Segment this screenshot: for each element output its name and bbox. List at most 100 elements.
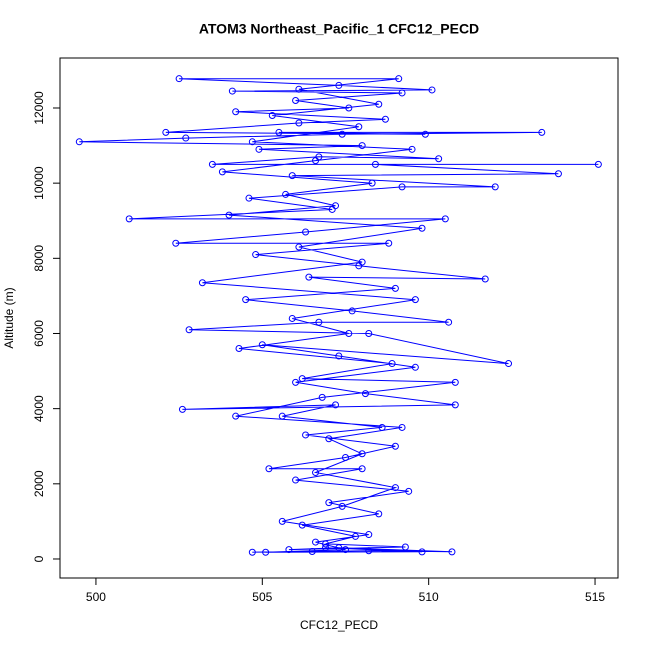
- point: [218, 168, 226, 176]
- point: [375, 100, 383, 108]
- point: [282, 190, 290, 198]
- point: [172, 239, 180, 247]
- plot-frame: [59, 57, 619, 579]
- y-axis-label: Altitude (m): [2, 287, 16, 348]
- point: [445, 318, 453, 326]
- point: [265, 465, 273, 473]
- point: [358, 450, 366, 458]
- point: [162, 128, 170, 136]
- point: [594, 160, 602, 168]
- y-tick-label: 2000: [32, 470, 46, 497]
- point: [198, 279, 206, 287]
- point: [248, 548, 256, 556]
- point: [385, 239, 393, 247]
- point: [235, 345, 243, 353]
- point: [421, 130, 429, 138]
- point: [338, 130, 346, 138]
- point: [418, 548, 426, 556]
- point: [398, 89, 406, 97]
- point: [441, 215, 449, 223]
- point: [335, 81, 343, 89]
- point: [355, 123, 363, 131]
- point: [315, 318, 323, 326]
- point: [365, 329, 373, 337]
- point: [348, 307, 356, 315]
- point: [252, 251, 260, 259]
- point: [288, 172, 296, 180]
- point: [278, 517, 286, 525]
- point: [302, 228, 310, 236]
- point: [242, 296, 250, 304]
- point: [411, 296, 419, 304]
- point: [451, 401, 459, 409]
- point: [365, 547, 373, 555]
- point: [245, 194, 253, 202]
- point: [325, 435, 333, 443]
- x-axis-label: CFC12_PECD: [300, 618, 378, 632]
- x-tick-label: 505: [252, 590, 272, 604]
- point: [361, 390, 369, 398]
- point: [312, 469, 320, 477]
- point: [308, 547, 316, 555]
- point: [225, 211, 233, 219]
- point: [318, 393, 326, 401]
- point: [408, 145, 416, 153]
- point: [375, 510, 383, 518]
- point: [228, 87, 236, 95]
- point: [538, 128, 546, 136]
- point: [232, 412, 240, 420]
- point: [391, 484, 399, 492]
- point: [368, 179, 376, 187]
- y-tick-label: 6000: [32, 320, 46, 347]
- point: [341, 454, 349, 462]
- point: [275, 128, 283, 136]
- point: [248, 138, 256, 146]
- point: [292, 378, 300, 386]
- y-tick-label: 12000: [32, 91, 46, 125]
- point: [278, 412, 286, 420]
- point: [381, 115, 389, 123]
- point: [332, 401, 340, 409]
- point: [335, 352, 343, 360]
- point: [75, 138, 83, 146]
- point: [312, 157, 320, 165]
- point: [435, 155, 443, 163]
- y-tick-label: 10000: [32, 166, 46, 200]
- point: [262, 548, 270, 556]
- point: [505, 360, 513, 368]
- point: [258, 341, 266, 349]
- point: [298, 375, 306, 383]
- point: [351, 532, 359, 540]
- point: [295, 243, 303, 251]
- x-tick-label: 500: [86, 590, 106, 604]
- point: [305, 273, 313, 281]
- point: [175, 75, 183, 83]
- point: [398, 183, 406, 191]
- point: [292, 476, 300, 484]
- point: [295, 85, 303, 93]
- point: [418, 224, 426, 232]
- point: [451, 378, 459, 386]
- chart-title: ATOM3 Northeast_Pacific_1 CFC12_PECD: [199, 21, 479, 37]
- point: [405, 487, 413, 495]
- point: [448, 548, 456, 556]
- point: [358, 258, 366, 266]
- point: [481, 275, 489, 283]
- y-tick-label: 0: [32, 555, 46, 562]
- x-tick-label: 515: [585, 590, 605, 604]
- point: [182, 134, 190, 142]
- data-line: [79, 78, 599, 553]
- point: [338, 502, 346, 510]
- x-tick-label: 510: [419, 590, 439, 604]
- point: [398, 423, 406, 431]
- point: [232, 108, 240, 116]
- point: [391, 442, 399, 450]
- y-tick-label: 8000: [32, 245, 46, 272]
- point: [302, 431, 310, 439]
- point: [255, 145, 263, 153]
- point: [345, 329, 353, 337]
- point: [332, 202, 340, 210]
- point: [125, 215, 133, 223]
- point: [345, 104, 353, 112]
